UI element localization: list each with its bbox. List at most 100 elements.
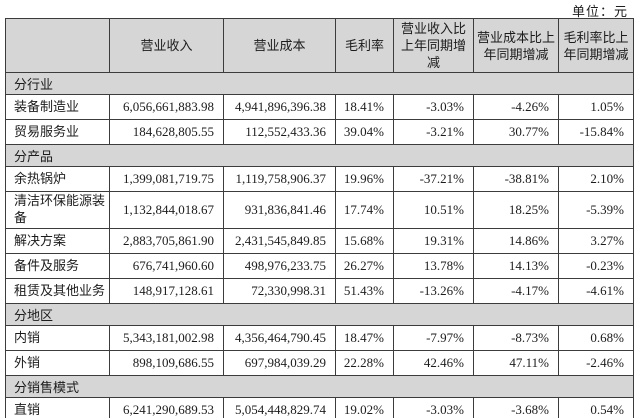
column-header-6: 毛利率比上年同期增减 — [558, 17, 634, 74]
value-cell: 898,109,686.55 — [109, 350, 224, 377]
value-cell: 184,628,805.55 — [109, 119, 224, 146]
value-cell: 26.27% — [335, 253, 394, 280]
value-cell: -3.21% — [393, 119, 474, 146]
value-cell: 5,343,181,002.98 — [109, 325, 224, 352]
value-cell: 18.41% — [335, 94, 394, 121]
row-label: 清洁环保能源装备 — [5, 191, 110, 230]
value-cell: 30.77% — [473, 119, 559, 146]
value-cell: -3.03% — [393, 94, 474, 121]
value-cell: 1,399,081,719.75 — [109, 166, 224, 193]
value-cell: 22.28% — [335, 350, 394, 377]
section-label: 分产品 — [5, 144, 634, 168]
value-cell: 17.74% — [335, 191, 394, 230]
table-row: 备件及服务 676,741,960.60 498,976,233.75 26.27% 1… — [5, 253, 634, 280]
section-row: 分销售模式 — [5, 375, 634, 399]
value-cell: -15.84% — [558, 119, 634, 146]
section-row: 分行业 — [5, 72, 634, 96]
section-label: 分行业 — [5, 72, 634, 96]
value-cell: -38.81% — [473, 166, 559, 193]
value-cell: 72,330,998.31 — [223, 278, 336, 305]
value-cell: -2.46% — [558, 350, 634, 377]
value-cell: 112,552,433.36 — [223, 119, 336, 146]
value-cell: 47.11% — [473, 350, 559, 377]
value-cell: 51.43% — [335, 278, 394, 305]
value-cell: 1.05% — [558, 94, 634, 121]
table-row: 解决方案 2,883,705,861.90 2,431,545,849.85 15.6… — [5, 228, 634, 255]
table-row: 租赁及其他业务 148,917,128.61 72,330,998.31 51.43%… — [5, 278, 634, 305]
value-cell: 13.78% — [393, 253, 474, 280]
column-header-5: 营业成本比上年同期增减 — [473, 17, 559, 74]
value-cell: -3.03% — [393, 397, 474, 418]
value-cell: -4.17% — [473, 278, 559, 305]
value-cell: -5.39% — [558, 191, 634, 230]
row-label: 备件及服务 — [5, 253, 110, 280]
table-header: 营业收入 营业成本 毛利率 营业收入比上年同期增减 营业成本比上年同期增减 毛利率比上年同… — [5, 17, 634, 74]
table-row: 直销 6,241,290,689.53 5,054,448,829.74 19.02%… — [5, 397, 634, 418]
value-cell: 697,984,039.29 — [223, 350, 336, 377]
value-cell: 18.25% — [473, 191, 559, 230]
value-cell: 1,132,844,018.67 — [109, 191, 224, 230]
value-cell: 676,741,960.60 — [109, 253, 224, 280]
row-label: 内销 — [5, 325, 110, 352]
row-label: 直销 — [5, 397, 110, 418]
row-label: 租赁及其他业务 — [5, 278, 110, 305]
value-cell: 2.10% — [558, 166, 634, 193]
table-row: 外销 898,109,686.55 697,984,039.29 22.28% 42.4… — [5, 350, 634, 377]
table-row: 装备制造业 6,056,661,883.98 4,941,896,396.38 18.… — [5, 94, 634, 121]
table-row: 余热锅炉 1,399,081,719.75 1,119,758,906.37 19.9… — [5, 166, 634, 193]
value-cell: 931,836,841.46 — [223, 191, 336, 230]
column-header-0 — [5, 17, 110, 74]
section-row: 分产品 — [5, 144, 634, 168]
value-cell: 19.96% — [335, 166, 394, 193]
column-header-1: 营业收入 — [109, 17, 224, 74]
table-body: 分行业 装备制造业 6,056,661,883.98 4,941,896,396.38… — [5, 72, 634, 418]
column-header-3: 毛利率 — [335, 17, 394, 74]
value-cell: 3.27% — [558, 228, 634, 255]
value-cell: 14.13% — [473, 253, 559, 280]
value-cell: -3.68% — [473, 397, 559, 418]
value-cell: 14.86% — [473, 228, 559, 255]
column-header-2: 营业成本 — [223, 17, 336, 74]
value-cell: 148,917,128.61 — [109, 278, 224, 305]
table-row: 清洁环保能源装备 1,132,844,018.67 931,836,841.46 17… — [5, 191, 634, 230]
value-cell: -13.26% — [393, 278, 474, 305]
value-cell: 2,431,545,849.85 — [223, 228, 336, 255]
column-header-4: 营业收入比上年同期增减 — [393, 17, 474, 74]
value-cell: 0.68% — [558, 325, 634, 352]
value-cell: 4,941,896,396.38 — [223, 94, 336, 121]
value-cell: 18.47% — [335, 325, 394, 352]
value-cell: 2,883,705,861.90 — [109, 228, 224, 255]
value-cell: -0.23% — [558, 253, 634, 280]
section-row: 分地区 — [5, 303, 634, 327]
table-header-row: 营业收入 营业成本 毛利率 营业收入比上年同期增减 营业成本比上年同期增减 毛利率比上年同… — [5, 17, 634, 74]
table-row: 贸易服务业 184,628,805.55 112,552,433.36 39.04% -… — [5, 119, 634, 146]
value-cell: 6,241,290,689.53 — [109, 397, 224, 418]
value-cell: -4.26% — [473, 94, 559, 121]
value-cell: -8.73% — [473, 325, 559, 352]
unit-label: 单位：元 — [571, 4, 628, 19]
value-cell: 42.46% — [393, 350, 474, 377]
table-row: 内销 5,343,181,002.98 4,356,464,790.45 18.47%… — [5, 325, 634, 352]
value-cell: -4.61% — [558, 278, 634, 305]
value-cell: 19.31% — [393, 228, 474, 255]
value-cell: 1,119,758,906.37 — [223, 166, 336, 193]
row-label: 装备制造业 — [5, 94, 110, 121]
value-cell: 15.68% — [335, 228, 394, 255]
financial-segment-table: 营业收入 营业成本 毛利率 营业收入比上年同期增减 营业成本比上年同期增减 毛利率比上年同… — [5, 17, 634, 418]
section-label: 分地区 — [5, 303, 634, 327]
section-label: 分销售模式 — [5, 375, 634, 399]
value-cell: -37.21% — [393, 166, 474, 193]
value-cell: 5,054,448,829.74 — [223, 397, 336, 418]
value-cell: 10.51% — [393, 191, 474, 230]
row-label: 外销 — [5, 350, 110, 377]
row-label: 贸易服务业 — [5, 119, 110, 146]
row-label: 解决方案 — [5, 228, 110, 255]
value-cell: 6,056,661,883.98 — [109, 94, 224, 121]
value-cell: 39.04% — [335, 119, 394, 146]
value-cell: 0.54% — [558, 397, 634, 418]
row-label: 余热锅炉 — [5, 166, 110, 193]
value-cell: 19.02% — [335, 397, 394, 418]
value-cell: -7.97% — [393, 325, 474, 352]
value-cell: 498,976,233.75 — [223, 253, 336, 280]
value-cell: 4,356,464,790.45 — [223, 325, 336, 352]
